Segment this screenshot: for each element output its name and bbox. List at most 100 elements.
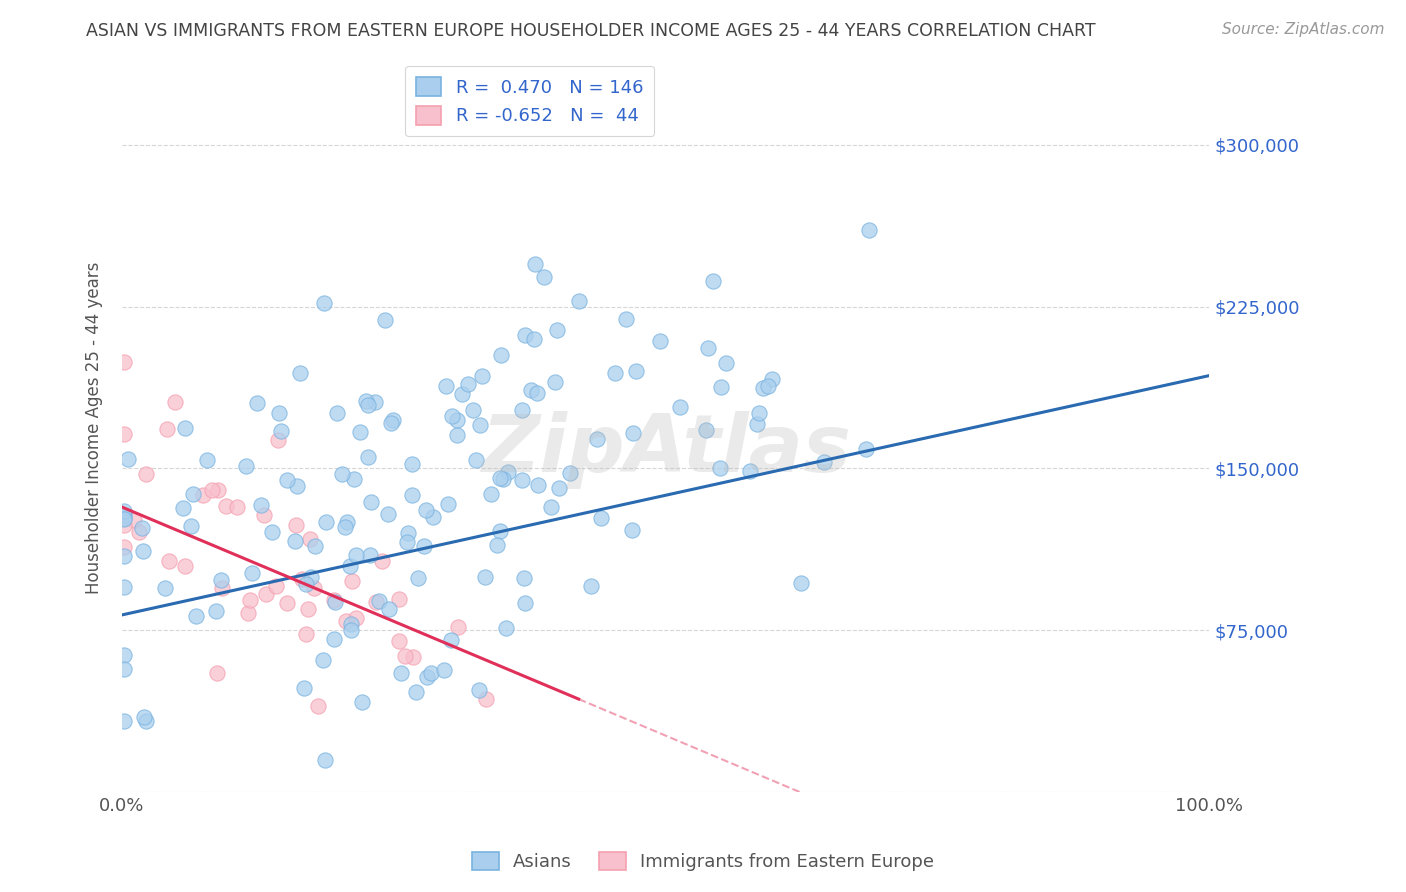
Point: [436, 497, 458, 511]
Text: ASIAN VS IMMIGRANTS FROM EASTERN EUROPE HOUSEHOLDER INCOME AGES 25 - 44 YEARS CO: ASIAN VS IMMIGRANTS FROM EASTERN EUROPE …: [86, 22, 1095, 40]
Point: [495, 621, 517, 635]
Point: [349, 425, 371, 439]
Point: [193, 488, 215, 502]
Point: [240, 566, 263, 580]
Point: [560, 466, 582, 480]
Point: [336, 515, 359, 529]
Point: [354, 393, 377, 408]
Point: [299, 532, 322, 546]
Point: [135, 714, 157, 728]
Point: [153, 581, 176, 595]
Point: [276, 596, 298, 610]
Point: [401, 458, 423, 472]
Point: [132, 710, 155, 724]
Point: [488, 524, 510, 538]
Point: [547, 482, 569, 496]
Text: Source: ZipAtlas.com: Source: ZipAtlas.com: [1222, 22, 1385, 37]
Point: [368, 593, 391, 607]
Point: [112, 580, 135, 594]
Point: [605, 366, 627, 380]
Point: [858, 223, 880, 237]
Point: [401, 488, 423, 502]
Point: [388, 591, 411, 606]
Point: [513, 595, 536, 609]
Point: [184, 608, 207, 623]
Point: [207, 666, 229, 681]
Point: [488, 471, 510, 485]
Point: [380, 417, 402, 431]
Point: [568, 293, 591, 308]
Point: [579, 579, 602, 593]
Point: [117, 451, 139, 466]
Point: [416, 671, 439, 685]
Point: [292, 681, 315, 695]
Point: [371, 554, 394, 568]
Point: [419, 666, 441, 681]
Point: [402, 650, 425, 665]
Point: [789, 576, 811, 591]
Point: [621, 425, 644, 440]
Point: [124, 513, 146, 527]
Point: [235, 459, 257, 474]
Point: [526, 478, 548, 492]
Point: [855, 442, 877, 456]
Point: [585, 433, 607, 447]
Point: [311, 653, 333, 667]
Point: [181, 487, 204, 501]
Point: [714, 356, 737, 370]
Point: [626, 364, 648, 378]
Point: [204, 604, 226, 618]
Point: [695, 423, 717, 437]
Point: [172, 500, 194, 515]
Point: [486, 538, 509, 552]
Point: [209, 573, 232, 587]
Point: [284, 534, 307, 549]
Point: [128, 524, 150, 539]
Point: [471, 369, 494, 384]
Point: [546, 323, 568, 337]
Point: [510, 473, 533, 487]
Point: [333, 520, 356, 534]
Point: [112, 517, 135, 532]
Point: [533, 269, 555, 284]
Point: [344, 611, 367, 625]
Point: [761, 372, 783, 386]
Point: [702, 274, 724, 288]
Text: ZipAtlas: ZipAtlas: [481, 410, 851, 489]
Point: [357, 450, 380, 464]
Point: [159, 554, 181, 568]
Point: [433, 663, 456, 677]
Point: [314, 753, 336, 767]
Point: [540, 500, 562, 514]
Point: [357, 398, 380, 412]
Point: [326, 406, 349, 420]
Point: [112, 510, 135, 524]
Point: [669, 401, 692, 415]
Point: [415, 503, 437, 517]
Point: [461, 403, 484, 417]
Point: [405, 685, 427, 699]
Point: [323, 595, 346, 609]
Point: [389, 666, 412, 681]
Point: [758, 379, 780, 393]
Point: [813, 455, 835, 469]
Point: [364, 394, 387, 409]
Legend: R =  0.470   N = 146, R = -0.652   N =  44: R = 0.470 N = 146, R = -0.652 N = 44: [405, 66, 654, 136]
Point: [252, 508, 274, 522]
Point: [709, 461, 731, 475]
Legend: Asians, Immigrants from Eastern Europe: Asians, Immigrants from Eastern Europe: [464, 845, 942, 879]
Point: [446, 413, 468, 427]
Point: [464, 453, 486, 467]
Point: [112, 714, 135, 728]
Point: [264, 579, 287, 593]
Point: [360, 494, 382, 508]
Point: [297, 601, 319, 615]
Point: [440, 632, 463, 647]
Point: [524, 257, 547, 271]
Point: [302, 581, 325, 595]
Point: [339, 616, 361, 631]
Point: [614, 311, 637, 326]
Point: [112, 541, 135, 555]
Point: [323, 632, 346, 646]
Point: [201, 483, 224, 497]
